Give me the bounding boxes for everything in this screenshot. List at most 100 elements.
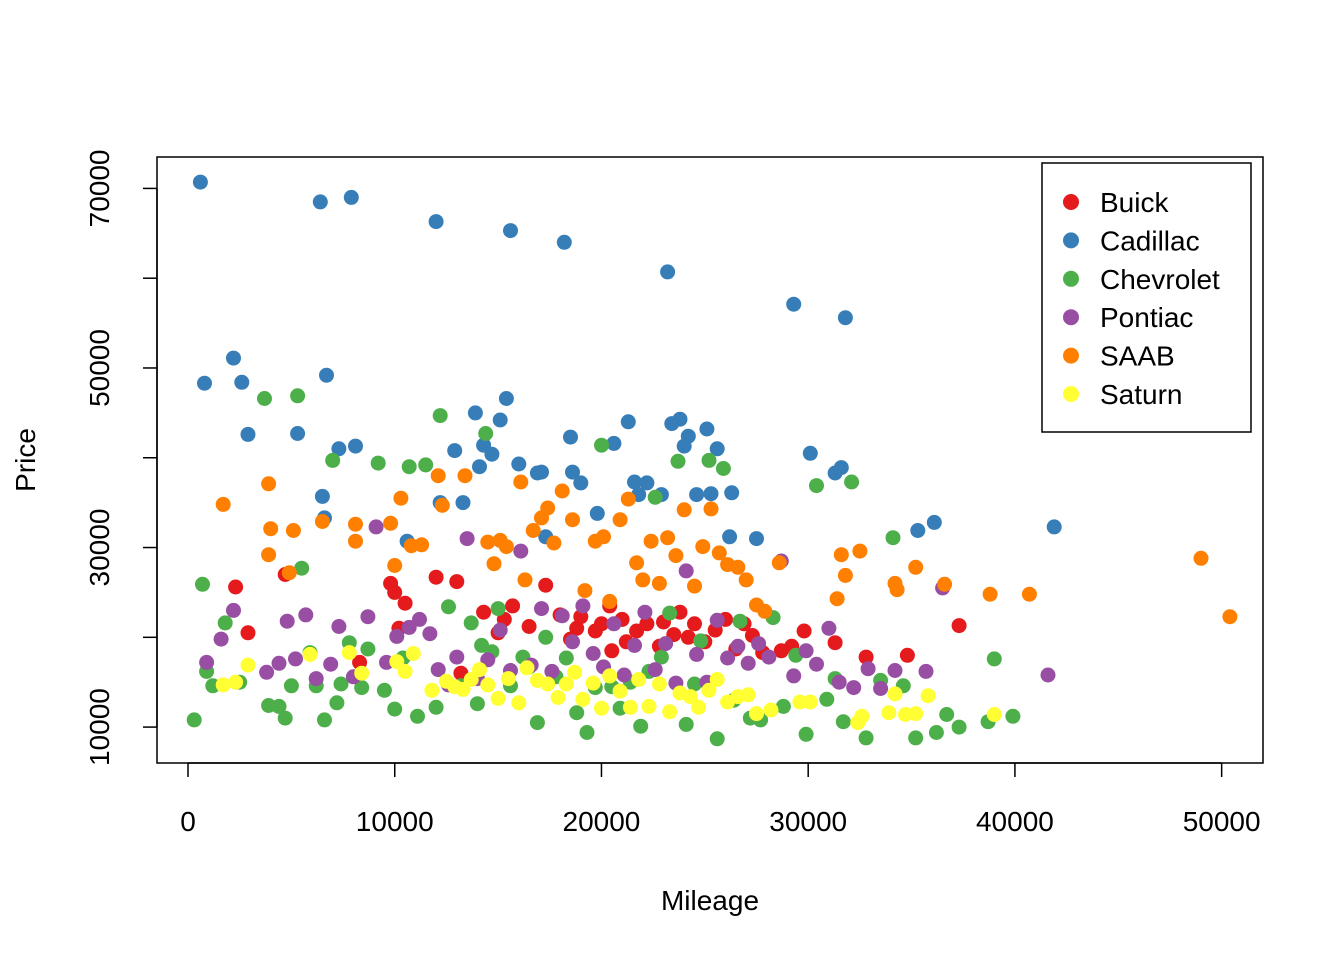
data-point [277, 710, 293, 726]
data-point [687, 578, 702, 594]
data-point [360, 641, 376, 657]
data-point [899, 647, 915, 663]
data-point [910, 523, 926, 538]
data-point [833, 547, 849, 563]
data-point [757, 603, 773, 619]
data-point [261, 476, 277, 492]
data-point [680, 428, 696, 444]
data-point [492, 622, 508, 638]
data-point [585, 675, 601, 691]
data-point [449, 574, 465, 590]
data-point [428, 569, 444, 585]
x-axis-label: Mileage [661, 885, 759, 916]
data-point [546, 535, 562, 551]
data-point [480, 652, 496, 668]
data-point [786, 296, 802, 312]
data-point [441, 599, 456, 615]
data-point [986, 651, 1002, 667]
data-point [798, 726, 814, 742]
data-point [885, 530, 901, 546]
data-point [540, 500, 556, 516]
data-point [629, 555, 645, 571]
data-point [503, 223, 518, 239]
data-point [513, 474, 529, 490]
data-point [257, 391, 272, 406]
data-point [455, 495, 471, 511]
data-point [920, 688, 936, 704]
data-point [455, 681, 471, 697]
data-point [689, 487, 705, 503]
data-point [343, 189, 359, 205]
data-point [939, 707, 955, 722]
data-point [565, 512, 580, 528]
data-point [720, 650, 736, 666]
data-point [240, 426, 256, 442]
data-point [951, 719, 967, 735]
data-point [467, 405, 483, 421]
data-point [724, 485, 740, 501]
data-point [331, 619, 347, 634]
data-point [635, 572, 651, 588]
data-point [308, 671, 324, 687]
data-point [771, 555, 787, 571]
data-point [829, 591, 845, 607]
data-point [715, 461, 731, 476]
data-point [348, 533, 363, 549]
data-point [511, 456, 527, 472]
data-point [602, 668, 618, 684]
data-point [348, 438, 363, 454]
legend-label: Pontiac [1100, 302, 1193, 333]
data-point [341, 645, 357, 661]
data-point [472, 459, 487, 475]
data-point [575, 691, 591, 707]
data-point [860, 661, 876, 677]
data-point [612, 683, 628, 699]
data-point [459, 531, 475, 547]
data-point [480, 534, 496, 550]
data-point [573, 475, 589, 491]
data-point [633, 718, 649, 734]
data-point [538, 629, 554, 645]
data-point [428, 699, 444, 715]
data-point [540, 676, 556, 692]
data-point [389, 628, 405, 644]
data-point [478, 426, 494, 441]
y-axis: 10000 30000 50000 70000 [84, 149, 158, 766]
x-tick-label: 50000 [1183, 806, 1261, 837]
data-point [691, 699, 707, 715]
data-point [412, 611, 427, 627]
data-point [908, 559, 924, 575]
data-point [986, 707, 1002, 722]
data-point [926, 514, 942, 530]
data-point [846, 680, 862, 696]
data-point [486, 556, 502, 572]
data-point [660, 264, 676, 280]
data-point [370, 455, 386, 471]
data-point [397, 663, 413, 679]
data-point [368, 519, 384, 535]
data-point [565, 464, 580, 480]
data-point [319, 367, 334, 383]
data-point [213, 631, 229, 647]
data-point [422, 626, 438, 642]
data-point [887, 663, 903, 678]
data-point [740, 655, 756, 671]
data-point [387, 558, 403, 573]
x-tick-label: 20000 [563, 806, 641, 837]
data-point [457, 468, 473, 484]
y-tick-label: 50000 [84, 329, 115, 407]
data-point [397, 595, 413, 611]
data-point [687, 616, 702, 632]
data-point [418, 457, 434, 473]
data-point [314, 488, 330, 504]
data-point [703, 501, 719, 517]
data-point [918, 663, 934, 679]
data-point [283, 678, 299, 694]
data-point [796, 623, 812, 639]
data-point [513, 543, 529, 559]
data-point [701, 452, 717, 468]
data-point [620, 414, 636, 430]
legend-label: Chevrolet [1100, 264, 1220, 295]
data-point [234, 374, 250, 390]
data-point [908, 730, 924, 746]
